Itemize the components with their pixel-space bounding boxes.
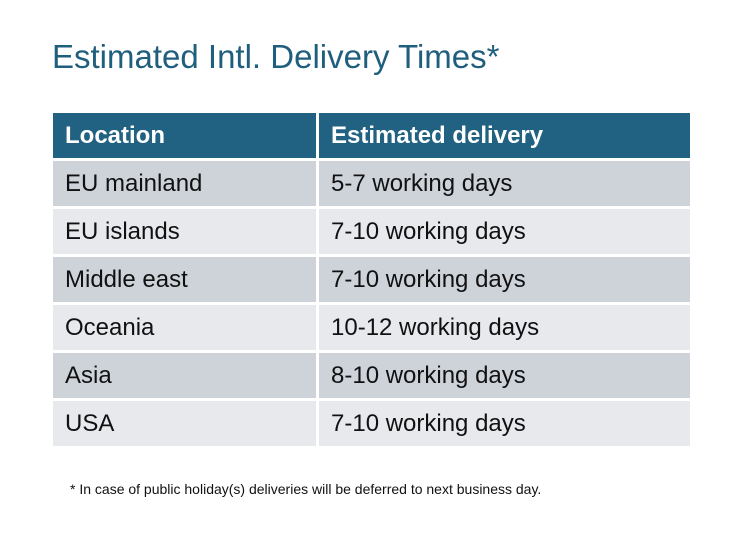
location-cell: Middle east [53,257,316,302]
delivery-cell: 10-12 working days [319,305,690,350]
table-row: USA 7-10 working days [53,401,690,446]
footnote: * In case of public holiday(s) deliverie… [70,481,542,497]
table-header-row: Location Estimated delivery [53,113,690,158]
location-cell: USA [53,401,316,446]
delivery-cell: 7-10 working days [319,209,690,254]
table-row: EU islands 7-10 working days [53,209,690,254]
location-cell: EU mainland [53,161,316,206]
delivery-times-table: Location Estimated delivery EU mainland … [50,110,693,449]
header-location: Location [53,113,316,158]
table-row: Oceania 10-12 working days [53,305,690,350]
table-row: Asia 8-10 working days [53,353,690,398]
page-title: Estimated Intl. Delivery Times* [52,38,500,75]
delivery-cell: 7-10 working days [319,401,690,446]
table-row: Middle east 7-10 working days [53,257,690,302]
location-cell: Oceania [53,305,316,350]
location-cell: EU islands [53,209,316,254]
table-row: EU mainland 5-7 working days [53,161,690,206]
delivery-cell: 5-7 working days [319,161,690,206]
location-cell: Asia [53,353,316,398]
header-estimated-delivery: Estimated delivery [319,113,690,158]
delivery-cell: 8-10 working days [319,353,690,398]
delivery-cell: 7-10 working days [319,257,690,302]
